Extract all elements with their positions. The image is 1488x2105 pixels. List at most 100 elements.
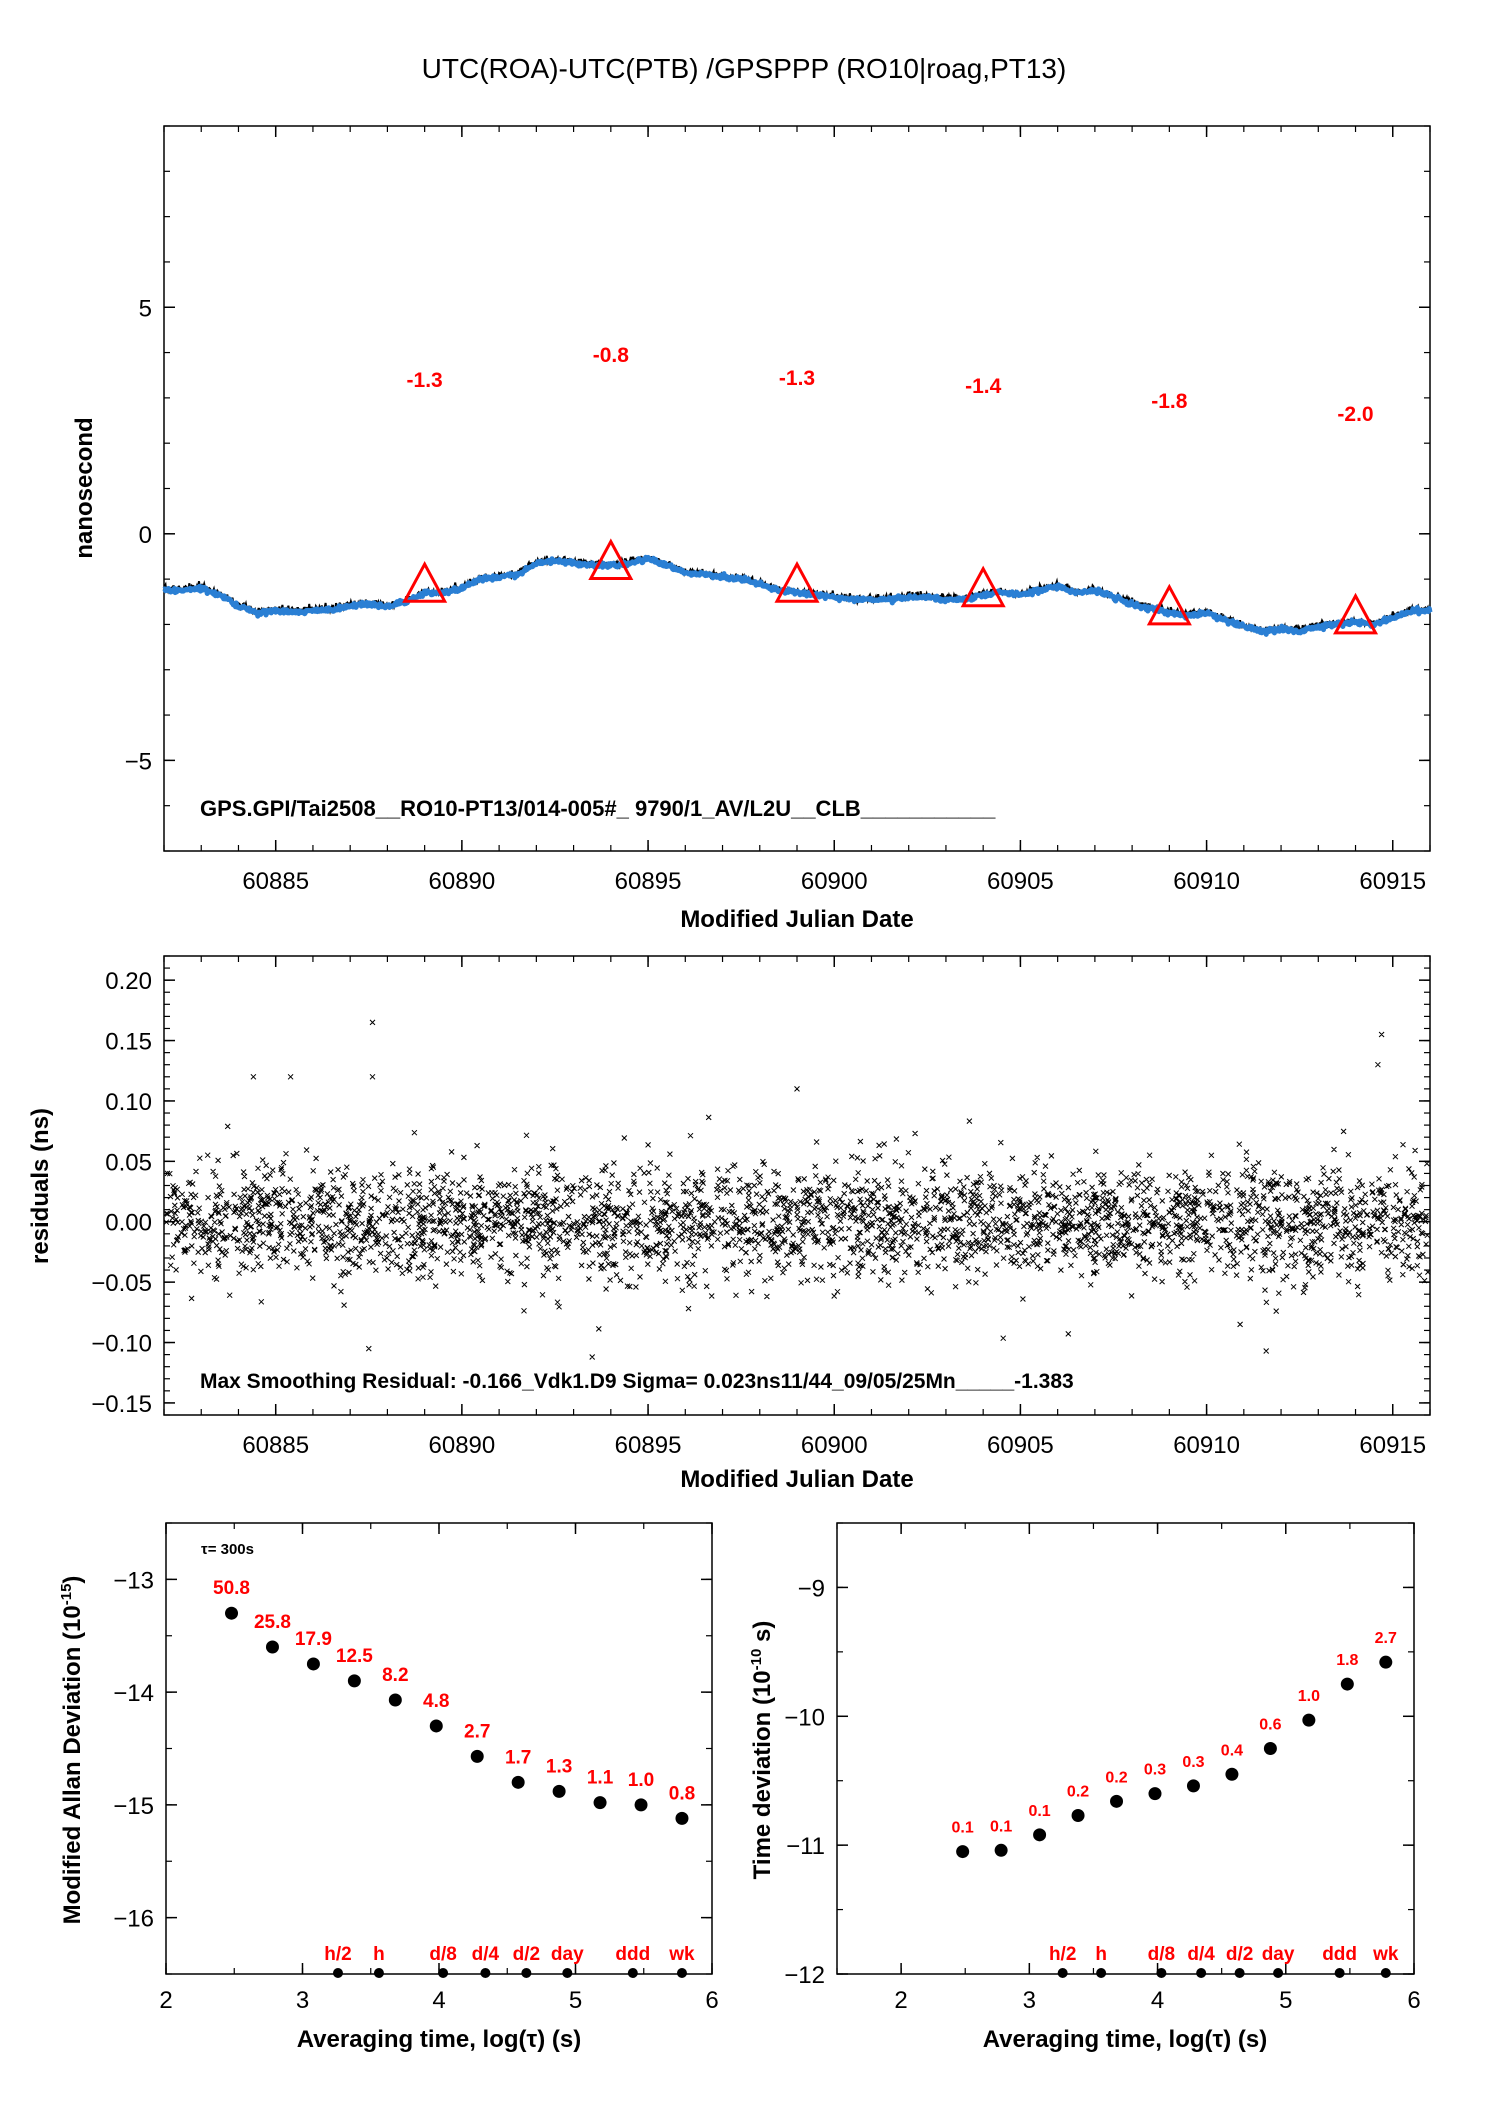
x-tick-label: 60895 bbox=[615, 1432, 682, 1459]
offset-ticks: 60885 60890 60895 60900 60905 60910 60915 5 0 −5 bbox=[125, 125, 1431, 895]
tdev-point bbox=[1110, 1794, 1124, 1808]
offset-value-label: -1.8 bbox=[1151, 390, 1188, 413]
tdev-interval-label: day bbox=[1262, 1944, 1295, 1965]
tdev-points: 0.1 0.1 0.1 0.2 0.2 0.3 0.3 0.4 0.6 1.0 1.8 2.7 h/2 h… bbox=[952, 1630, 1399, 1978]
tdev-interval-dot bbox=[1334, 1968, 1345, 1978]
offset-triangle-marker bbox=[960, 565, 1006, 608]
x-tick-label: 60915 bbox=[1359, 1432, 1426, 1459]
offset-triangle-marker bbox=[774, 561, 820, 603]
x-tick-label: 2 bbox=[159, 1987, 172, 2014]
tdev-point bbox=[994, 1843, 1008, 1857]
tdev-y-axis-label-main: Time deviation (10 bbox=[749, 1670, 776, 1879]
tdev-value-label: 0.4 bbox=[1221, 1742, 1243, 1759]
residuals-ticks: 60885 60890 60895 60900 60905 60910 60915 0.20 0… bbox=[91, 955, 1431, 1459]
mdev-point bbox=[634, 1798, 648, 1812]
offset-y-axis-label: nanosecond bbox=[71, 417, 98, 558]
y-tick-label: 0.10 bbox=[105, 1089, 152, 1116]
offset-markers: -1.3 -0.8 -1.3 -1.4 -1.8 -2.0 bbox=[402, 344, 1379, 635]
tdev-interval-dot bbox=[1196, 1968, 1207, 1978]
mdev-interval-label: ddd bbox=[615, 1944, 650, 1965]
mdev-interval-dot bbox=[627, 1968, 638, 1978]
x-tick-label: 60885 bbox=[242, 868, 309, 895]
tdev-value-label: 0.2 bbox=[1105, 1769, 1127, 1786]
mdev-point bbox=[552, 1784, 566, 1798]
tdev-point bbox=[956, 1845, 970, 1859]
residuals-x-axis-label: Modified Julian Date bbox=[680, 1466, 913, 1493]
mdev-point bbox=[306, 1657, 320, 1671]
x-tick-label: 60885 bbox=[242, 1432, 309, 1459]
mdev-point bbox=[470, 1749, 484, 1763]
offset-annotation: GPS.GPI/Tai2508__RO10-PT13/014-005#_ 979… bbox=[200, 796, 996, 821]
mdev-interval-label: d/8 bbox=[429, 1944, 456, 1965]
x-tick-label: 60910 bbox=[1173, 868, 1240, 895]
mdev-panel: 2 3 4 5 6 −13 −14 −15 −16 50.825.817.912.5 8.2 4.8… bbox=[58, 1522, 719, 2053]
mdev-points: 50.825.817.912.5 8.2 4.8 2.7 1.7 1.3 1.1 1.0 0.8… bbox=[213, 1578, 695, 1978]
tdev-panel: 2 3 4 5 6−9−10−11−12 0.1 0.10.10.20.2 0.3 0.30.… bbox=[748, 1522, 1421, 2053]
tdev-ticks: 2 3 4 5 6 −9 −10 −11 −12 bbox=[784, 1522, 1421, 2014]
residuals-panel: 60885 60890 60895 60900 60905 60910 60915 0.20 0… bbox=[27, 955, 1431, 1493]
y-tick-label: 5 bbox=[139, 295, 152, 322]
y-tick-label: −13 bbox=[113, 1567, 154, 1594]
x-tick-label: 4 bbox=[1151, 1987, 1164, 2014]
offset-triangle-marker bbox=[1146, 583, 1192, 626]
residuals-points bbox=[163, 1019, 1431, 1360]
x-tick-label: 60905 bbox=[987, 868, 1054, 895]
tdev-y-axis-label: Time deviation (10-10 s) bbox=[748, 1621, 776, 1880]
y-tick-label: 0.15 bbox=[105, 1029, 152, 1056]
mdev-interval-dot bbox=[438, 1968, 449, 1978]
mdev-value-label: 8.2 bbox=[382, 1665, 408, 1686]
offset-value-label: -1.3 bbox=[407, 369, 443, 392]
offset-panel: 60885 60890 60895 60900 60905 60910 6091550−5 … bbox=[71, 125, 1433, 933]
tdev-interval-dot bbox=[1234, 1968, 1245, 1978]
mdev-value-label: 1.3 bbox=[546, 1756, 572, 1777]
x-tick-label: 60905 bbox=[987, 1432, 1054, 1459]
x-tick-label: 3 bbox=[296, 1987, 309, 2014]
y-tick-label: −10 bbox=[784, 1704, 825, 1731]
x-tick-label: 60895 bbox=[615, 868, 682, 895]
tdev-value-label: 1.8 bbox=[1336, 1652, 1358, 1669]
mdev-point bbox=[388, 1693, 402, 1707]
tdev-value-label: 0.3 bbox=[1182, 1754, 1204, 1771]
tdev-interval-label: h bbox=[1095, 1944, 1107, 1965]
mdev-point bbox=[265, 1640, 279, 1654]
x-tick-label: 60915 bbox=[1359, 868, 1426, 895]
x-tick-label: 5 bbox=[1279, 1987, 1292, 2014]
tdev-point bbox=[1071, 1809, 1085, 1823]
mdev-value-label: 50.8 bbox=[213, 1578, 250, 1599]
mdev-value-label: 2.7 bbox=[464, 1721, 490, 1742]
y-tick-label: −0.15 bbox=[91, 1391, 152, 1418]
x-tick-label: 6 bbox=[705, 1987, 718, 2014]
x-tick-label: 3 bbox=[1023, 1987, 1036, 2014]
tdev-interval-dot bbox=[1380, 1968, 1391, 1978]
tdev-value-label: 0.2 bbox=[1067, 1784, 1089, 1801]
tdev-interval-label: ddd bbox=[1322, 1944, 1357, 1965]
mdev-interval-label: d/4 bbox=[472, 1944, 500, 1965]
tdev-interval-dot bbox=[1156, 1968, 1167, 1978]
x-tick-label: 60900 bbox=[801, 868, 868, 895]
x-tick-label: 2 bbox=[894, 1987, 907, 2014]
mdev-point bbox=[675, 1811, 689, 1825]
mdev-value-label: 1.1 bbox=[587, 1768, 614, 1789]
offset-value-label: -2.0 bbox=[1337, 403, 1373, 426]
offset-series bbox=[162, 554, 1433, 637]
tdev-point bbox=[1186, 1779, 1200, 1793]
tdev-point bbox=[1379, 1655, 1393, 1669]
tdev-point bbox=[1340, 1677, 1354, 1691]
mdev-point bbox=[429, 1719, 443, 1733]
mdev-value-label: 17.9 bbox=[295, 1629, 332, 1650]
mdev-point bbox=[593, 1796, 607, 1810]
y-tick-label: −11 bbox=[786, 1833, 825, 1860]
y-tick-label: −14 bbox=[113, 1680, 154, 1707]
tdev-interval-dot bbox=[1057, 1968, 1068, 1978]
y-tick-label: −15 bbox=[113, 1793, 154, 1820]
mdev-y-axis-label: Modified Allan Deviation (10-15) bbox=[58, 1576, 86, 1925]
x-tick-label: 60910 bbox=[1173, 1432, 1240, 1459]
residuals-y-axis-label: residuals (ns) bbox=[27, 1108, 54, 1264]
offset-x-axis-label: Modified Julian Date bbox=[680, 906, 913, 933]
tdev-y-axis-label-end: s) bbox=[749, 1621, 776, 1649]
tdev-interval-label: d/2 bbox=[1226, 1944, 1253, 1965]
mdev-interval-dot bbox=[332, 1968, 343, 1978]
mdev-interval-dot bbox=[521, 1968, 532, 1978]
mdev-value-label: 1.0 bbox=[628, 1770, 654, 1791]
